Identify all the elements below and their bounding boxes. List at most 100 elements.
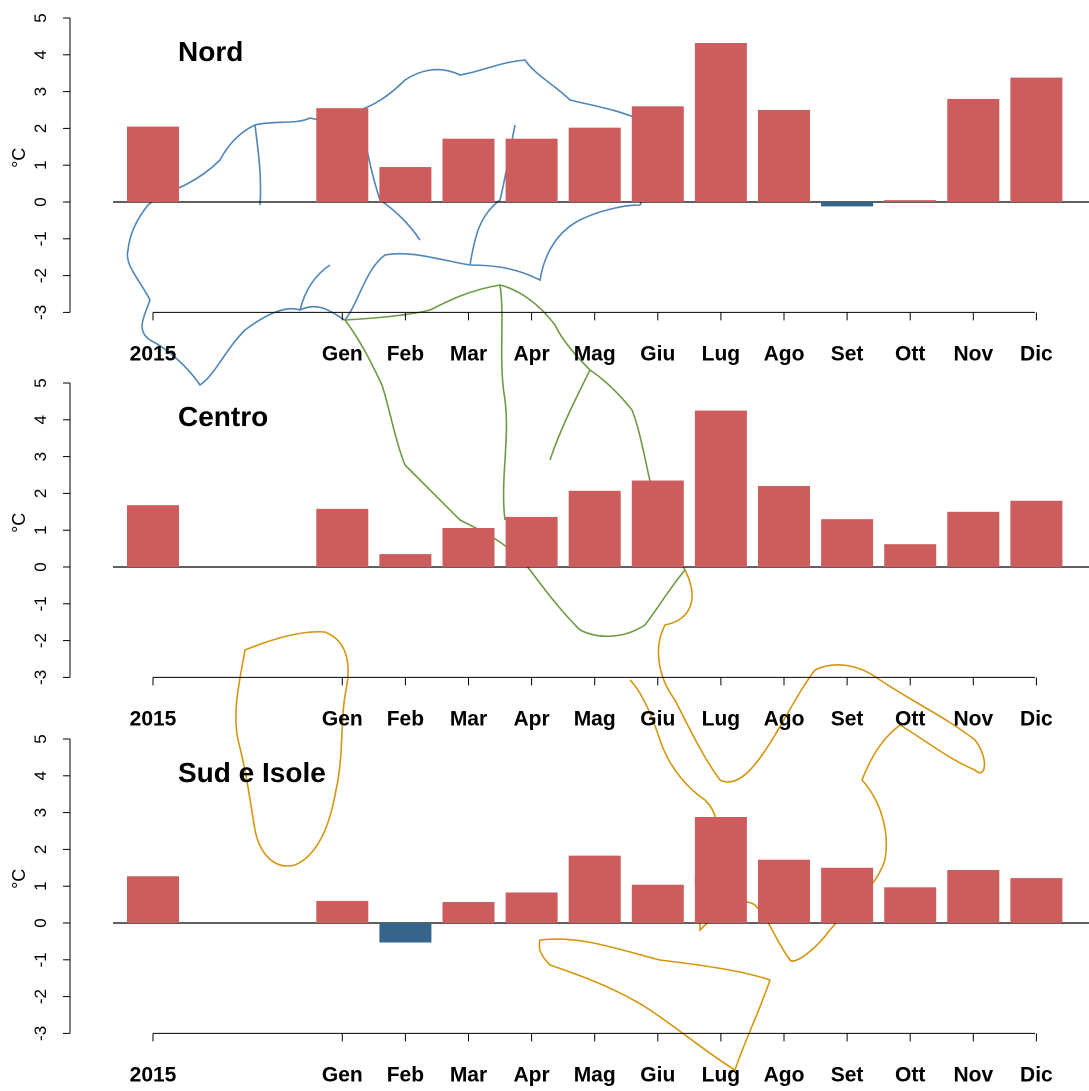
x-tick-label-mar: Mar [450,1063,487,1086]
x-tick-label-set: Set [831,707,864,730]
x-tick-label-ott: Ott [895,1063,925,1086]
x-tick-label-dic: Dic [1020,707,1053,730]
panel-title: Nord [178,36,243,67]
y-tick-label: 3 [31,452,50,461]
bar-giu [631,884,684,923]
x-tick-label-set: Set [831,342,864,365]
y-tick-label: -2 [31,989,50,1004]
bar-mar [442,527,495,567]
x-tick-label-gen: Gen [322,1063,363,1086]
x-tick-label-lug: Lug [702,1063,740,1086]
bar-lug [694,43,747,202]
y-tick-label: -2 [31,268,50,283]
x-tick-label-ott: Ott [895,707,925,730]
y-tick-label: 2 [31,124,50,133]
map-centro-outline [343,284,686,638]
x-tick-label-feb: Feb [387,707,424,730]
bar-ott [884,887,937,923]
bar-giu [631,480,684,567]
y-tick-label: 0 [31,562,50,571]
x-tick-label-2015: 2015 [130,707,177,730]
bar-gen [316,508,369,567]
x-tick-label-apr: Apr [514,1063,550,1086]
bar-set [821,202,874,207]
panel-1: -3 -2 -1 0 1 2 3 4 5 °C 2015 Gen Feb Mar Apr Mag Giu Lug A… [9,13,1089,365]
bar-2015 [127,505,179,567]
y-tick-label: 4 [31,771,50,780]
y-tick-label: 1 [31,881,50,890]
x-tick-label-apr: Apr [514,342,550,365]
bar-dic [1010,878,1063,923]
x-tick-label-gen: Gen [322,707,363,730]
x-tick-label-mar: Mar [450,707,487,730]
x-tick-label-giu: Giu [640,707,675,730]
x-tick-label-2015: 2015 [130,1063,177,1086]
bar-2015 [127,126,179,202]
x-tick-label-mag: Mag [574,707,616,730]
bar-nov [947,98,1000,202]
y-tick-label: -2 [31,633,50,648]
x-tick-label-2015: 2015 [130,342,177,365]
bar-dic [1010,77,1063,202]
panel-title: Centro [178,401,268,432]
bar-feb [379,554,432,567]
bar-lug [694,817,747,923]
y-tick-label: -3 [31,305,50,320]
y-tick-label: 5 [31,734,50,743]
bar-ago [758,486,810,567]
y-axis-unit-label: °C [9,513,29,533]
x-tick-label-lug: Lug [702,707,740,730]
panel-2: -3 -2 -1 0 1 2 3 4 5 °C 2015 Gen Feb Mar Apr Mag Giu Lug A… [9,378,1089,730]
bar-2015 [127,876,179,923]
x-tick-label-mag: Mag [574,1063,616,1086]
y-tick-label: 4 [31,50,50,59]
bar-nov [947,870,1000,923]
x-tick-label-nov: Nov [953,707,993,730]
x-tick-label-nov: Nov [953,342,993,365]
y-tick-label: 4 [31,415,50,424]
bar-feb [379,167,432,202]
bar-nov [947,511,1000,567]
x-tick-label-mar: Mar [450,342,487,365]
x-tick-label-gen: Gen [322,342,363,365]
y-tick-label: 2 [31,845,50,854]
bar-mag [568,127,621,202]
y-tick-label: 2 [31,489,50,498]
x-tick-label-ago: Ago [764,707,805,730]
x-tick-label-giu: Giu [640,1063,675,1086]
map-nord-outline [126,59,649,387]
y-tick-label: 0 [31,197,50,206]
y-tick-label: 3 [31,808,50,817]
x-tick-label-giu: Giu [640,342,675,365]
x-tick-label-dic: Dic [1020,342,1053,365]
x-tick-label-dic: Dic [1020,1063,1053,1086]
x-tick-label-nov: Nov [953,1063,993,1086]
y-axis-unit-label: °C [9,148,29,168]
bar-mar [442,138,495,202]
y-axis-unit-label: °C [9,869,29,889]
y-tick-label: 5 [31,378,50,387]
y-tick-label: -3 [31,670,50,685]
y-tick-label: 3 [31,87,50,96]
bar-mag [568,490,621,567]
x-tick-label-ago: Ago [764,342,805,365]
x-tick-label-feb: Feb [387,342,424,365]
panel-3: -3 -2 -1 0 1 2 3 4 5 °C 2015 Gen Feb Mar Apr Mag Giu Lug A… [9,734,1089,1086]
bar-mar [442,902,495,923]
y-tick-label: -1 [31,952,50,967]
bar-ott [884,200,937,202]
bar-ago [758,110,810,202]
bar-lug [694,410,747,567]
x-tick-label-lug: Lug [702,342,740,365]
bar-ott [884,544,937,567]
y-tick-label: -1 [31,231,50,246]
bar-gen [316,108,369,202]
bar-apr [505,892,558,923]
bar-ago [758,859,810,923]
bar-giu [631,106,684,202]
y-tick-label: 1 [31,160,50,169]
y-tick-label: -1 [31,596,50,611]
bar-set [821,867,874,923]
bar-set [821,519,874,567]
bar-dic [1010,500,1063,567]
